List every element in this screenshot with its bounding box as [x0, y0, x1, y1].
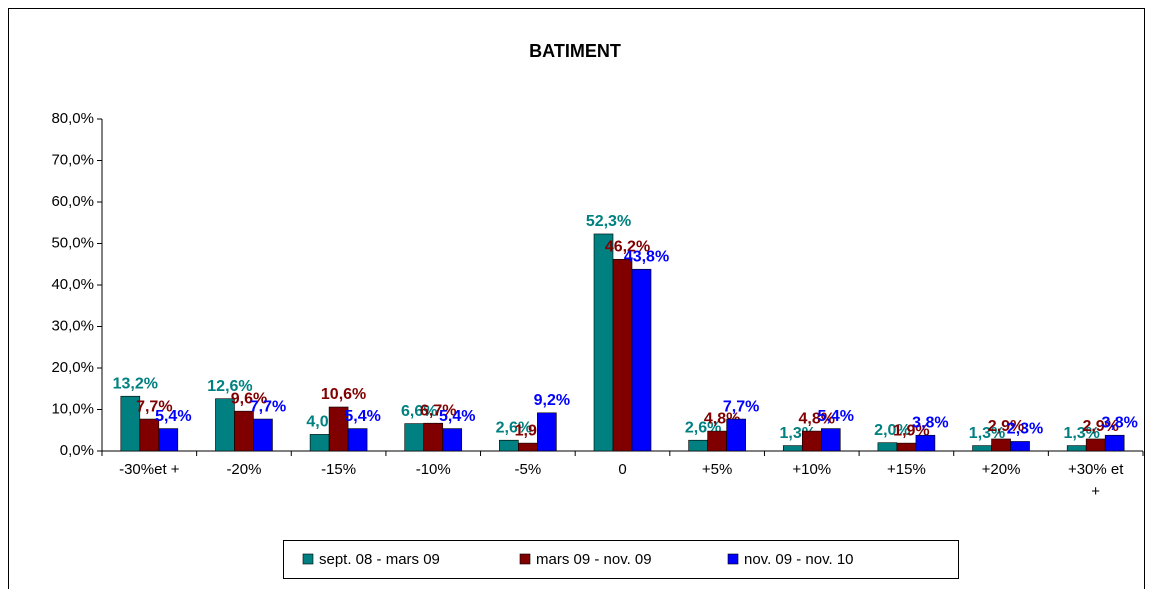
y-tick-label: 20,0% — [51, 359, 94, 376]
data-label: 10,6% — [321, 386, 366, 403]
bar — [612, 258, 633, 452]
data-label: 7,7% — [723, 398, 759, 415]
data-label: 9,6% — [231, 390, 267, 407]
data-label: 1,3% — [969, 425, 1005, 442]
x-tick-label: -5% — [514, 461, 542, 478]
bar — [915, 434, 936, 452]
data-label: 7,7% — [250, 398, 286, 415]
bar — [782, 445, 803, 452]
legend-label: sept. 08 - mars 09 — [319, 551, 440, 568]
bar — [688, 439, 708, 452]
y-tick-label: 70,0% — [51, 151, 94, 168]
data-label: 9,2% — [534, 392, 570, 409]
bar — [499, 439, 519, 452]
x-tick-label: +20% — [981, 461, 1021, 478]
y-tick-label: 30,0% — [51, 317, 94, 334]
data-label: 2,9% — [988, 418, 1024, 435]
bar — [404, 423, 425, 452]
data-label: 2,9% — [1082, 418, 1118, 435]
data-label: 3,8% — [912, 414, 948, 431]
bar — [253, 418, 273, 452]
legend-label: mars 09 - nov. 09 — [536, 551, 652, 568]
data-label: 5,4% — [344, 408, 380, 425]
x-tick-label: -10% — [415, 461, 451, 478]
x-tick-label: +15% — [887, 461, 926, 478]
bar — [1066, 445, 1087, 452]
bar — [1104, 434, 1125, 452]
x-tick-label: -30%et + — [119, 461, 180, 478]
legend-label: nov. 09 - nov. 10 — [744, 551, 854, 568]
bar — [309, 434, 330, 452]
data-label: 5,4% — [439, 408, 475, 425]
y-tick-label: 80,0% — [51, 110, 94, 127]
data-label: 5,4% — [818, 408, 854, 425]
bar — [537, 412, 557, 452]
data-label: 46,2% — [605, 238, 650, 255]
bar — [423, 422, 444, 452]
y-tick-label: 50,0% — [51, 234, 94, 251]
chart-title: BATIMENT — [529, 41, 621, 61]
bar — [1010, 441, 1030, 452]
chart-border — [8, 8, 1145, 589]
bar — [801, 430, 822, 452]
data-label: 2,6% — [496, 419, 532, 436]
bar — [1085, 438, 1106, 452]
legend-swatch — [519, 553, 531, 565]
data-label: 4,8% — [799, 410, 835, 427]
y-tick-label: 40,0% — [51, 276, 94, 293]
x-tick-label: +30% et + — [1067, 461, 1124, 500]
y-tick-label: 0,0% — [60, 442, 94, 459]
bar — [442, 428, 463, 452]
bar — [631, 268, 652, 452]
y-tick-label: 10,0% — [51, 400, 94, 417]
bar — [877, 442, 898, 452]
bar — [518, 442, 538, 452]
data-label: 52,3% — [586, 213, 631, 230]
data-label: 2,3% — [1007, 421, 1043, 438]
bar — [972, 445, 992, 452]
data-label: 5,4% — [155, 408, 191, 425]
x-tick-label: -15% — [321, 461, 357, 478]
data-label: 12,6% — [207, 378, 252, 395]
bar — [726, 418, 746, 452]
data-label: 43,8% — [624, 248, 669, 265]
x-tick-label: +5% — [701, 461, 733, 478]
bar — [347, 428, 368, 452]
legend-swatch — [727, 553, 739, 565]
x-tick-label: -20% — [226, 461, 262, 478]
data-label: 2,0% — [874, 422, 910, 439]
legend-box — [283, 540, 959, 579]
bar — [158, 428, 179, 452]
bar — [991, 438, 1011, 452]
data-label: 1,3% — [1063, 425, 1099, 442]
bar — [593, 233, 614, 452]
data-label: 13,2% — [113, 375, 158, 392]
bar — [820, 428, 841, 452]
y-tick-label: 60,0% — [51, 193, 94, 210]
x-tick-label: 0 — [618, 461, 627, 478]
legend-swatch — [302, 553, 314, 565]
bar — [707, 430, 727, 452]
bar — [234, 410, 254, 452]
data-label: 3,8% — [1101, 414, 1137, 431]
data-label: 6,7% — [420, 402, 456, 419]
data-label: 6,6% — [401, 403, 437, 420]
data-label: 7,7% — [136, 398, 172, 415]
x-tick-label: +10% — [792, 461, 832, 478]
bar — [896, 442, 917, 452]
